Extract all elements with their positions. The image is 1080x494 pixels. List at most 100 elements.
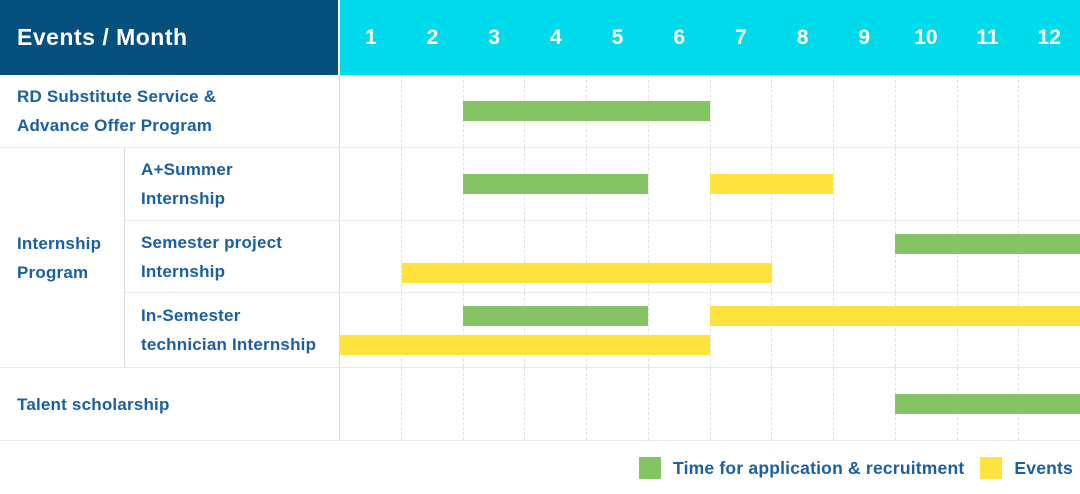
month-label-3: 3 — [488, 25, 501, 49]
month-gridline-column — [833, 75, 895, 147]
application-bar — [463, 306, 649, 326]
month-gridline-column — [709, 75, 772, 147]
month-gridline-column — [709, 368, 772, 440]
row-label-in-semester-technician-internship: In-Semester technician Internship — [125, 293, 340, 367]
month-gridline-column — [1018, 75, 1080, 147]
application-swatch-icon — [639, 457, 662, 479]
month-gridline-column — [340, 368, 401, 440]
chart-cell-talent-scholarship — [340, 368, 1080, 440]
month-gridline-column — [709, 293, 772, 367]
month-header-strip: 1 2 3 4 5 6 7 8 9 10 11 12 — [340, 0, 1080, 75]
month-gridline-column — [586, 293, 648, 367]
label-line: In-Semester — [141, 306, 241, 325]
event-bar — [340, 335, 710, 355]
month-label-8: 8 — [796, 25, 809, 49]
gantt-table: Events / Month 1 2 3 4 5 6 7 8 9 10 11 12 RD Substi… — [0, 0, 1080, 441]
month-gridline-column — [586, 368, 648, 440]
month-gridline-column — [771, 75, 833, 147]
month-gridline-column — [400, 75, 463, 147]
row-semester-project-internship: Semester project Internship — [125, 221, 1080, 293]
row-label-semester-project-internship: Semester project Internship — [125, 221, 340, 292]
label-line: RD Substitute Service & — [17, 87, 217, 106]
month-gridline-column — [400, 221, 463, 292]
label-line: Internship — [141, 261, 226, 281]
month-gridline-column — [647, 148, 710, 220]
legend-item-events: Events — [980, 457, 1073, 479]
month-gridline-column — [524, 221, 586, 292]
month-gridline-column — [340, 221, 401, 292]
month-gridline-column — [462, 75, 525, 147]
chart-cell-in-semester-technician-internship — [340, 293, 1080, 367]
label-line: Program — [17, 262, 89, 282]
label-line: Advance Offer Program — [17, 116, 213, 135]
group-label-internship-program: Internship Program — [0, 148, 125, 367]
month-label-6: 6 — [673, 25, 686, 49]
table-header-row: Events / Month 1 2 3 4 5 6 7 8 9 10 11 12 — [0, 0, 1080, 75]
month-gridline-column — [400, 368, 463, 440]
internship-sub-rows: A+Summer Internship Semester project Inter… — [125, 148, 1080, 367]
month-gridline-column — [524, 293, 586, 367]
month-label-12: 12 — [1037, 25, 1061, 49]
legend-label-application: Time for application & recruitment — [673, 457, 965, 478]
month-gridline-column — [1018, 148, 1080, 220]
event-bar — [710, 306, 1080, 326]
month-gridline-column — [647, 221, 710, 292]
application-bar — [463, 174, 649, 194]
label-line: Talent scholarship — [17, 394, 170, 414]
month-label-5: 5 — [611, 25, 624, 49]
month-gridline-column — [462, 293, 525, 367]
month-label-11: 11 — [976, 25, 999, 49]
application-bar — [895, 234, 1080, 254]
month-gridline-column — [400, 293, 463, 367]
month-gridline-column — [400, 148, 463, 220]
row-in-semester-technician-internship: In-Semester technician Internship — [125, 293, 1080, 367]
month-label-7: 7 — [735, 25, 747, 49]
month-gridline-column — [771, 221, 833, 292]
label-line: technician Internship — [141, 335, 317, 354]
label-line: Semester project — [141, 232, 283, 252]
month-gridline-column — [894, 75, 957, 147]
month-gridline-column — [956, 75, 1019, 147]
month-gridline-column — [894, 221, 957, 292]
month-gridline-column — [956, 148, 1019, 220]
month-gridline-column — [524, 368, 586, 440]
label-line: A+Summer — [141, 160, 233, 179]
month-gridline-column — [709, 148, 772, 220]
row-talent-scholarship: Talent scholarship — [0, 368, 1080, 441]
month-gridline-column — [647, 368, 710, 440]
group-internship-program: Internship Program A+Summer Internship Sem… — [0, 148, 1080, 368]
month-gridline-column — [833, 148, 895, 220]
events-month-header-cell: Events / Month — [0, 0, 340, 75]
label-line: Internship — [141, 189, 226, 208]
month-gridline-column — [771, 293, 833, 367]
row-label-a-plus-summer-internship: A+Summer Internship — [125, 148, 340, 220]
month-gridline-column — [1018, 221, 1080, 292]
event-bar — [401, 263, 772, 283]
chart-cell-a-plus-summer-internship — [340, 148, 1080, 220]
month-label-10: 10 — [914, 25, 938, 49]
row-label-rd-substitute-service: RD Substitute Service & Advance Offer Pro… — [0, 75, 340, 147]
month-gridline-column — [340, 75, 401, 147]
month-gridline-column — [647, 293, 710, 367]
month-gridline-column — [586, 221, 648, 292]
month-gridline-column — [833, 221, 895, 292]
month-gridline-column — [462, 148, 525, 220]
event-bar — [710, 174, 834, 194]
legend: Time for application & recruitment Event… — [0, 441, 1080, 494]
month-gridline-column — [771, 368, 833, 440]
chart-cell-semester-project-internship — [340, 221, 1080, 292]
month-gridline-column — [462, 368, 525, 440]
application-bar — [895, 394, 1080, 414]
month-gridline-column — [462, 221, 525, 292]
month-gridline-column — [833, 368, 895, 440]
month-label-2: 2 — [426, 25, 439, 49]
application-bar — [463, 101, 710, 121]
legend-item-application: Time for application & recruitment — [639, 457, 964, 479]
legend-label-events: Events — [1014, 457, 1073, 478]
events-swatch-icon — [980, 457, 1003, 479]
month-gridline-column — [894, 148, 957, 220]
month-label-1: 1 — [364, 25, 377, 49]
month-gridline-column — [709, 221, 772, 292]
row-a-plus-summer-internship: A+Summer Internship — [125, 148, 1080, 221]
